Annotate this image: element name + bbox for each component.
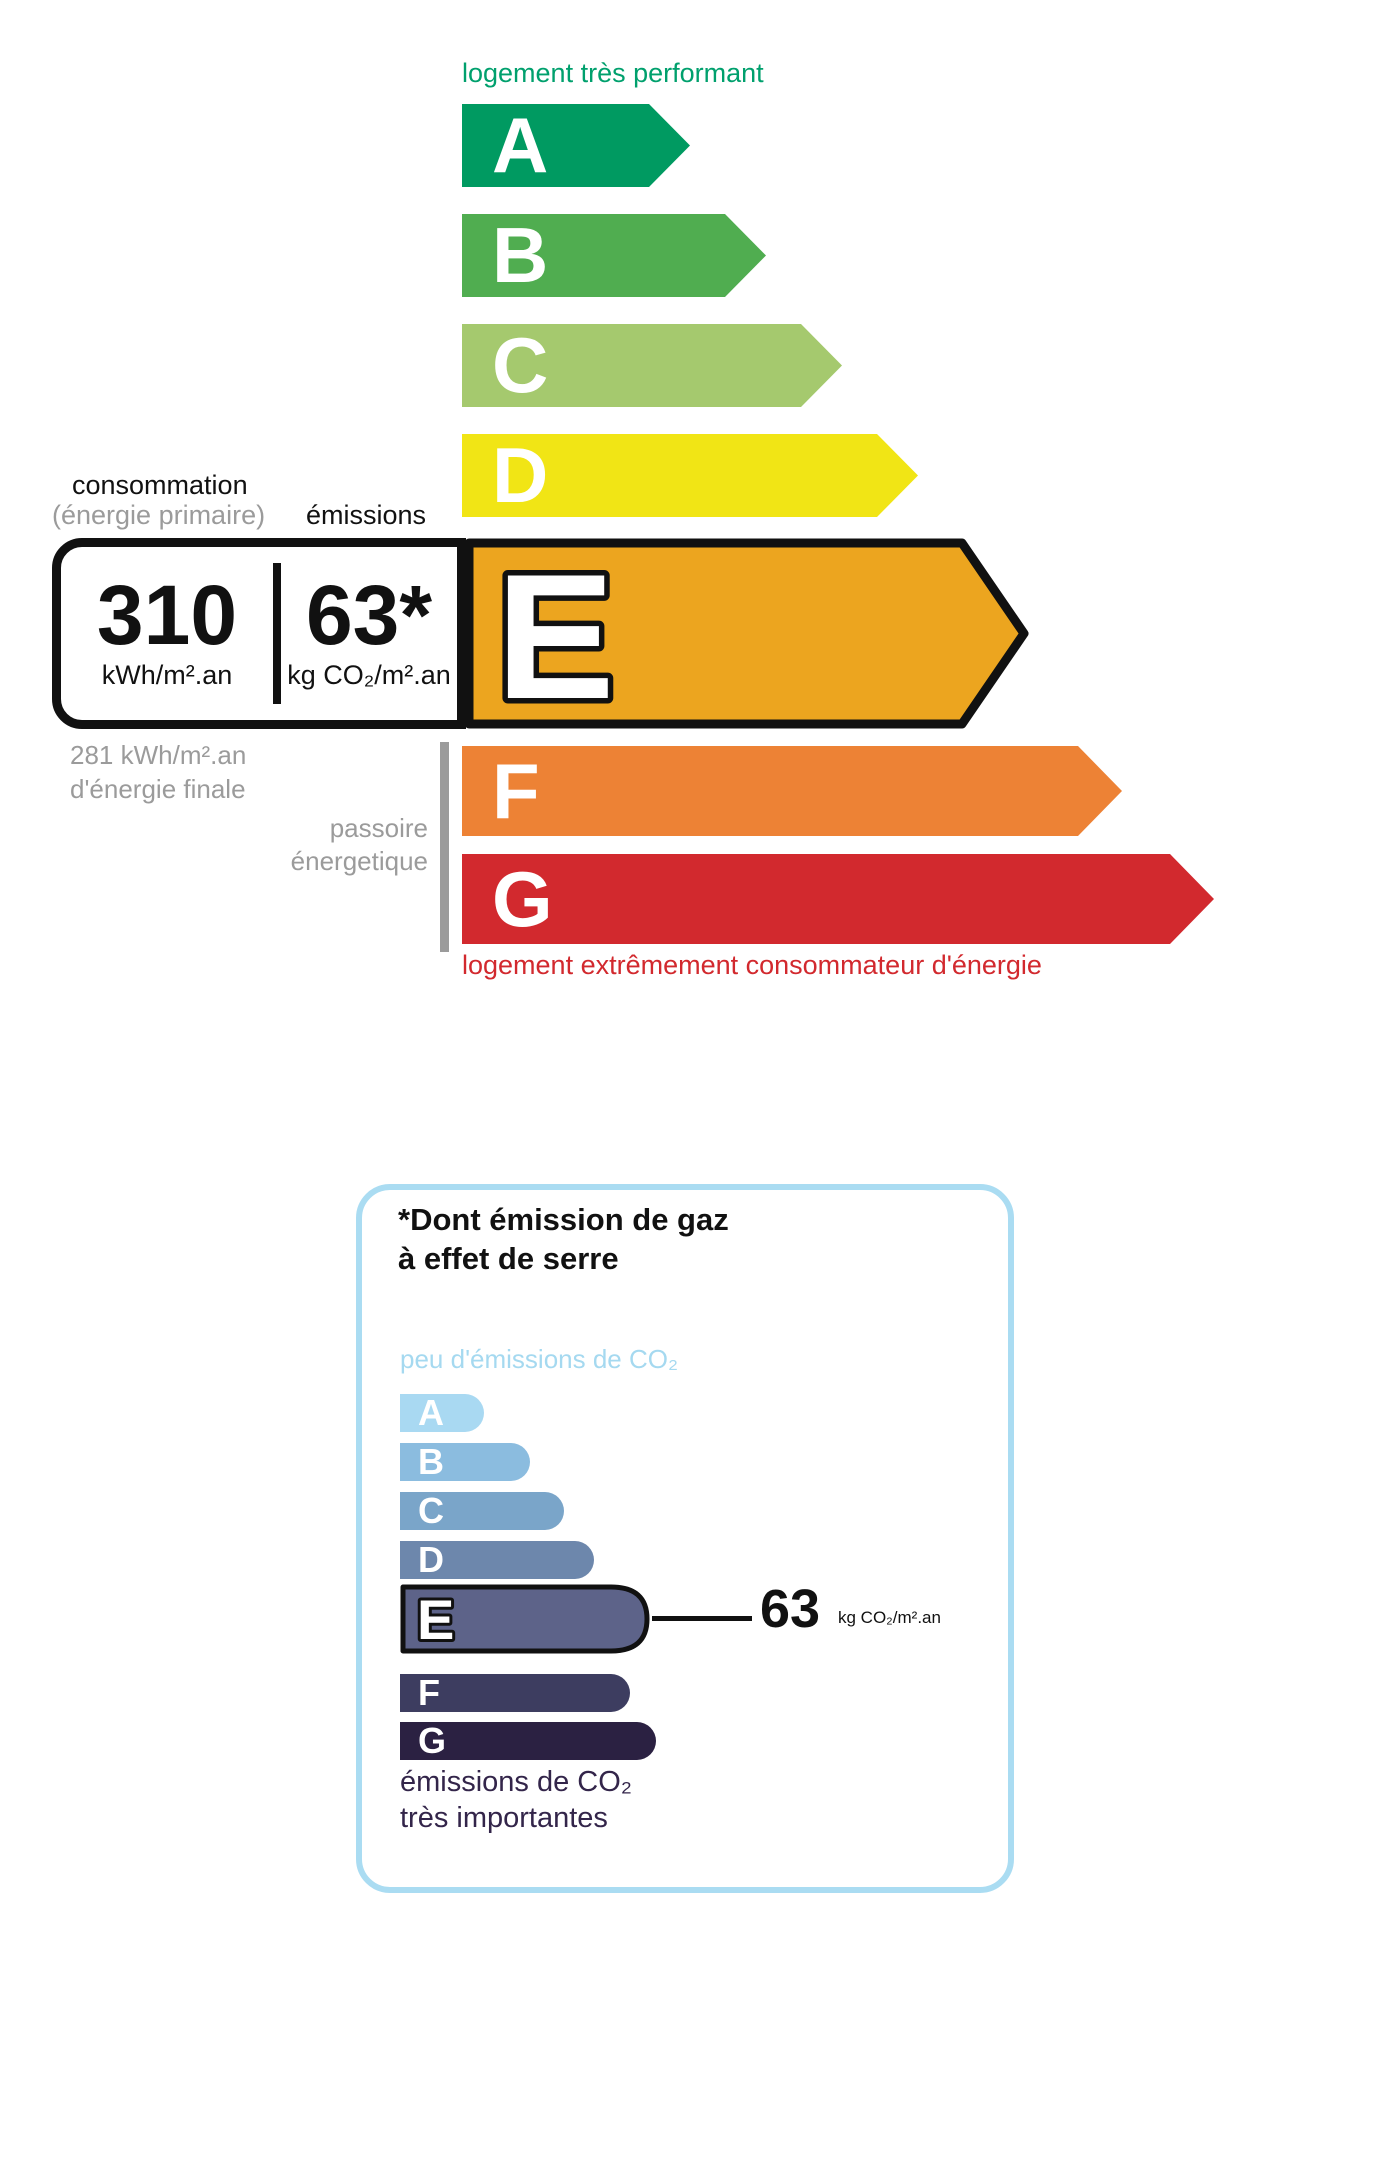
emissions-value: 63* <box>305 568 433 663</box>
emissions-cell: 63* kg CO₂/m².an <box>281 547 457 720</box>
co2-high-label-line2: très importantes <box>400 1802 608 1834</box>
co2-class-bar-c: C <box>400 1492 564 1530</box>
energy-class-arrow-f: F <box>462 746 1122 836</box>
primary-energy-sublabel: (énergie primaire) <box>52 500 266 530</box>
final-energy-line2: d'énergie finale <box>70 774 246 804</box>
co2-class-bar-g: G <box>400 1722 656 1760</box>
energy-class-letter-f: F <box>492 747 540 835</box>
energy-sieve-line2: énergetique <box>290 846 428 876</box>
energy-class-letter-a: A <box>492 101 549 189</box>
primary-energy-cell: 310 kWh/m².an <box>61 547 273 720</box>
final-energy-line1: 281 kWh/m².an <box>70 740 247 770</box>
consumption-label: consommation <box>72 470 248 500</box>
energy-class-arrow-e-current: E <box>464 538 1029 729</box>
co2-panel <box>356 1184 1014 1893</box>
co2-value-unit: kg CO₂/m².an <box>838 1608 941 1627</box>
energy-sieve-line1: passoire <box>329 813 428 843</box>
emissions-label: émissions <box>306 500 427 530</box>
co2-high-emissions-label: émissions de CO₂ très importantes <box>400 1764 632 1836</box>
co2-class-bar-d: D <box>400 1541 594 1579</box>
energy-class-arrow-c: C <box>462 324 842 407</box>
co2-value: 63 <box>760 1579 821 1639</box>
co2-class-letter-c: C <box>418 1490 444 1531</box>
final-energy-note: 281 kWh/m².an d'énergie finale <box>70 738 246 806</box>
co2-panel-title: *Dont émission de gaz à effet de serre <box>398 1200 729 1278</box>
primary-energy-value: 310 <box>96 568 238 663</box>
energy-class-letter-b: B <box>492 211 549 299</box>
co2-class-letter-b: B <box>418 1441 444 1482</box>
co2-class-bar-f: F <box>400 1674 630 1712</box>
co2-high-label-line1: émissions de CO₂ <box>400 1766 633 1798</box>
energy-sieve-bracket-bar <box>440 742 449 952</box>
energy-class-letter-g: G <box>492 855 553 943</box>
co2-class-letter-g: G <box>418 1720 447 1761</box>
co2-low-emissions-label: peu d'émissions de CO₂ <box>400 1344 679 1374</box>
co2-class-bar-b: B <box>400 1443 530 1481</box>
primary-energy-unit: kWh/m².an <box>101 659 233 690</box>
co2-class-bar-e-current: E <box>400 1584 650 1654</box>
consumption-values-box: 310 kWh/m².an 63* kg CO₂/m².an <box>52 538 466 729</box>
energy-class-arrow-e-shape <box>464 538 1029 729</box>
co2-class-letter-f: F <box>418 1672 440 1713</box>
co2-class-letter-d: D <box>418 1539 444 1580</box>
energy-class-arrow-a: A <box>462 104 690 187</box>
energy-bottom-label: logement extrêmement consommateur d'éner… <box>462 950 1042 980</box>
co2-class-letter-a: A <box>418 1392 444 1433</box>
values-box-divider <box>273 563 281 704</box>
energy-sieve-label: passoire énergetique <box>210 812 428 878</box>
co2-title-line2: à effet de serre <box>398 1241 619 1276</box>
energy-class-arrow-g: G <box>462 854 1214 944</box>
co2-title-line1: *Dont émission de gaz <box>398 1202 729 1237</box>
energy-class-letter-d: D <box>492 431 549 519</box>
co2-class-bar-e-shape <box>400 1584 650 1654</box>
energy-class-letter-c: C <box>492 321 549 409</box>
co2-value-callout-line <box>652 1616 752 1621</box>
energy-class-arrow-d: D <box>462 434 918 517</box>
co2-class-letter-e: E <box>417 1588 454 1651</box>
energy-class-letter-e: E <box>496 538 615 729</box>
energy-class-arrow-b: B <box>462 214 766 297</box>
co2-class-bar-a: A <box>400 1394 484 1432</box>
energy-top-label: logement très performant <box>462 58 764 88</box>
emissions-unit: kg CO₂/m².an <box>287 659 451 690</box>
